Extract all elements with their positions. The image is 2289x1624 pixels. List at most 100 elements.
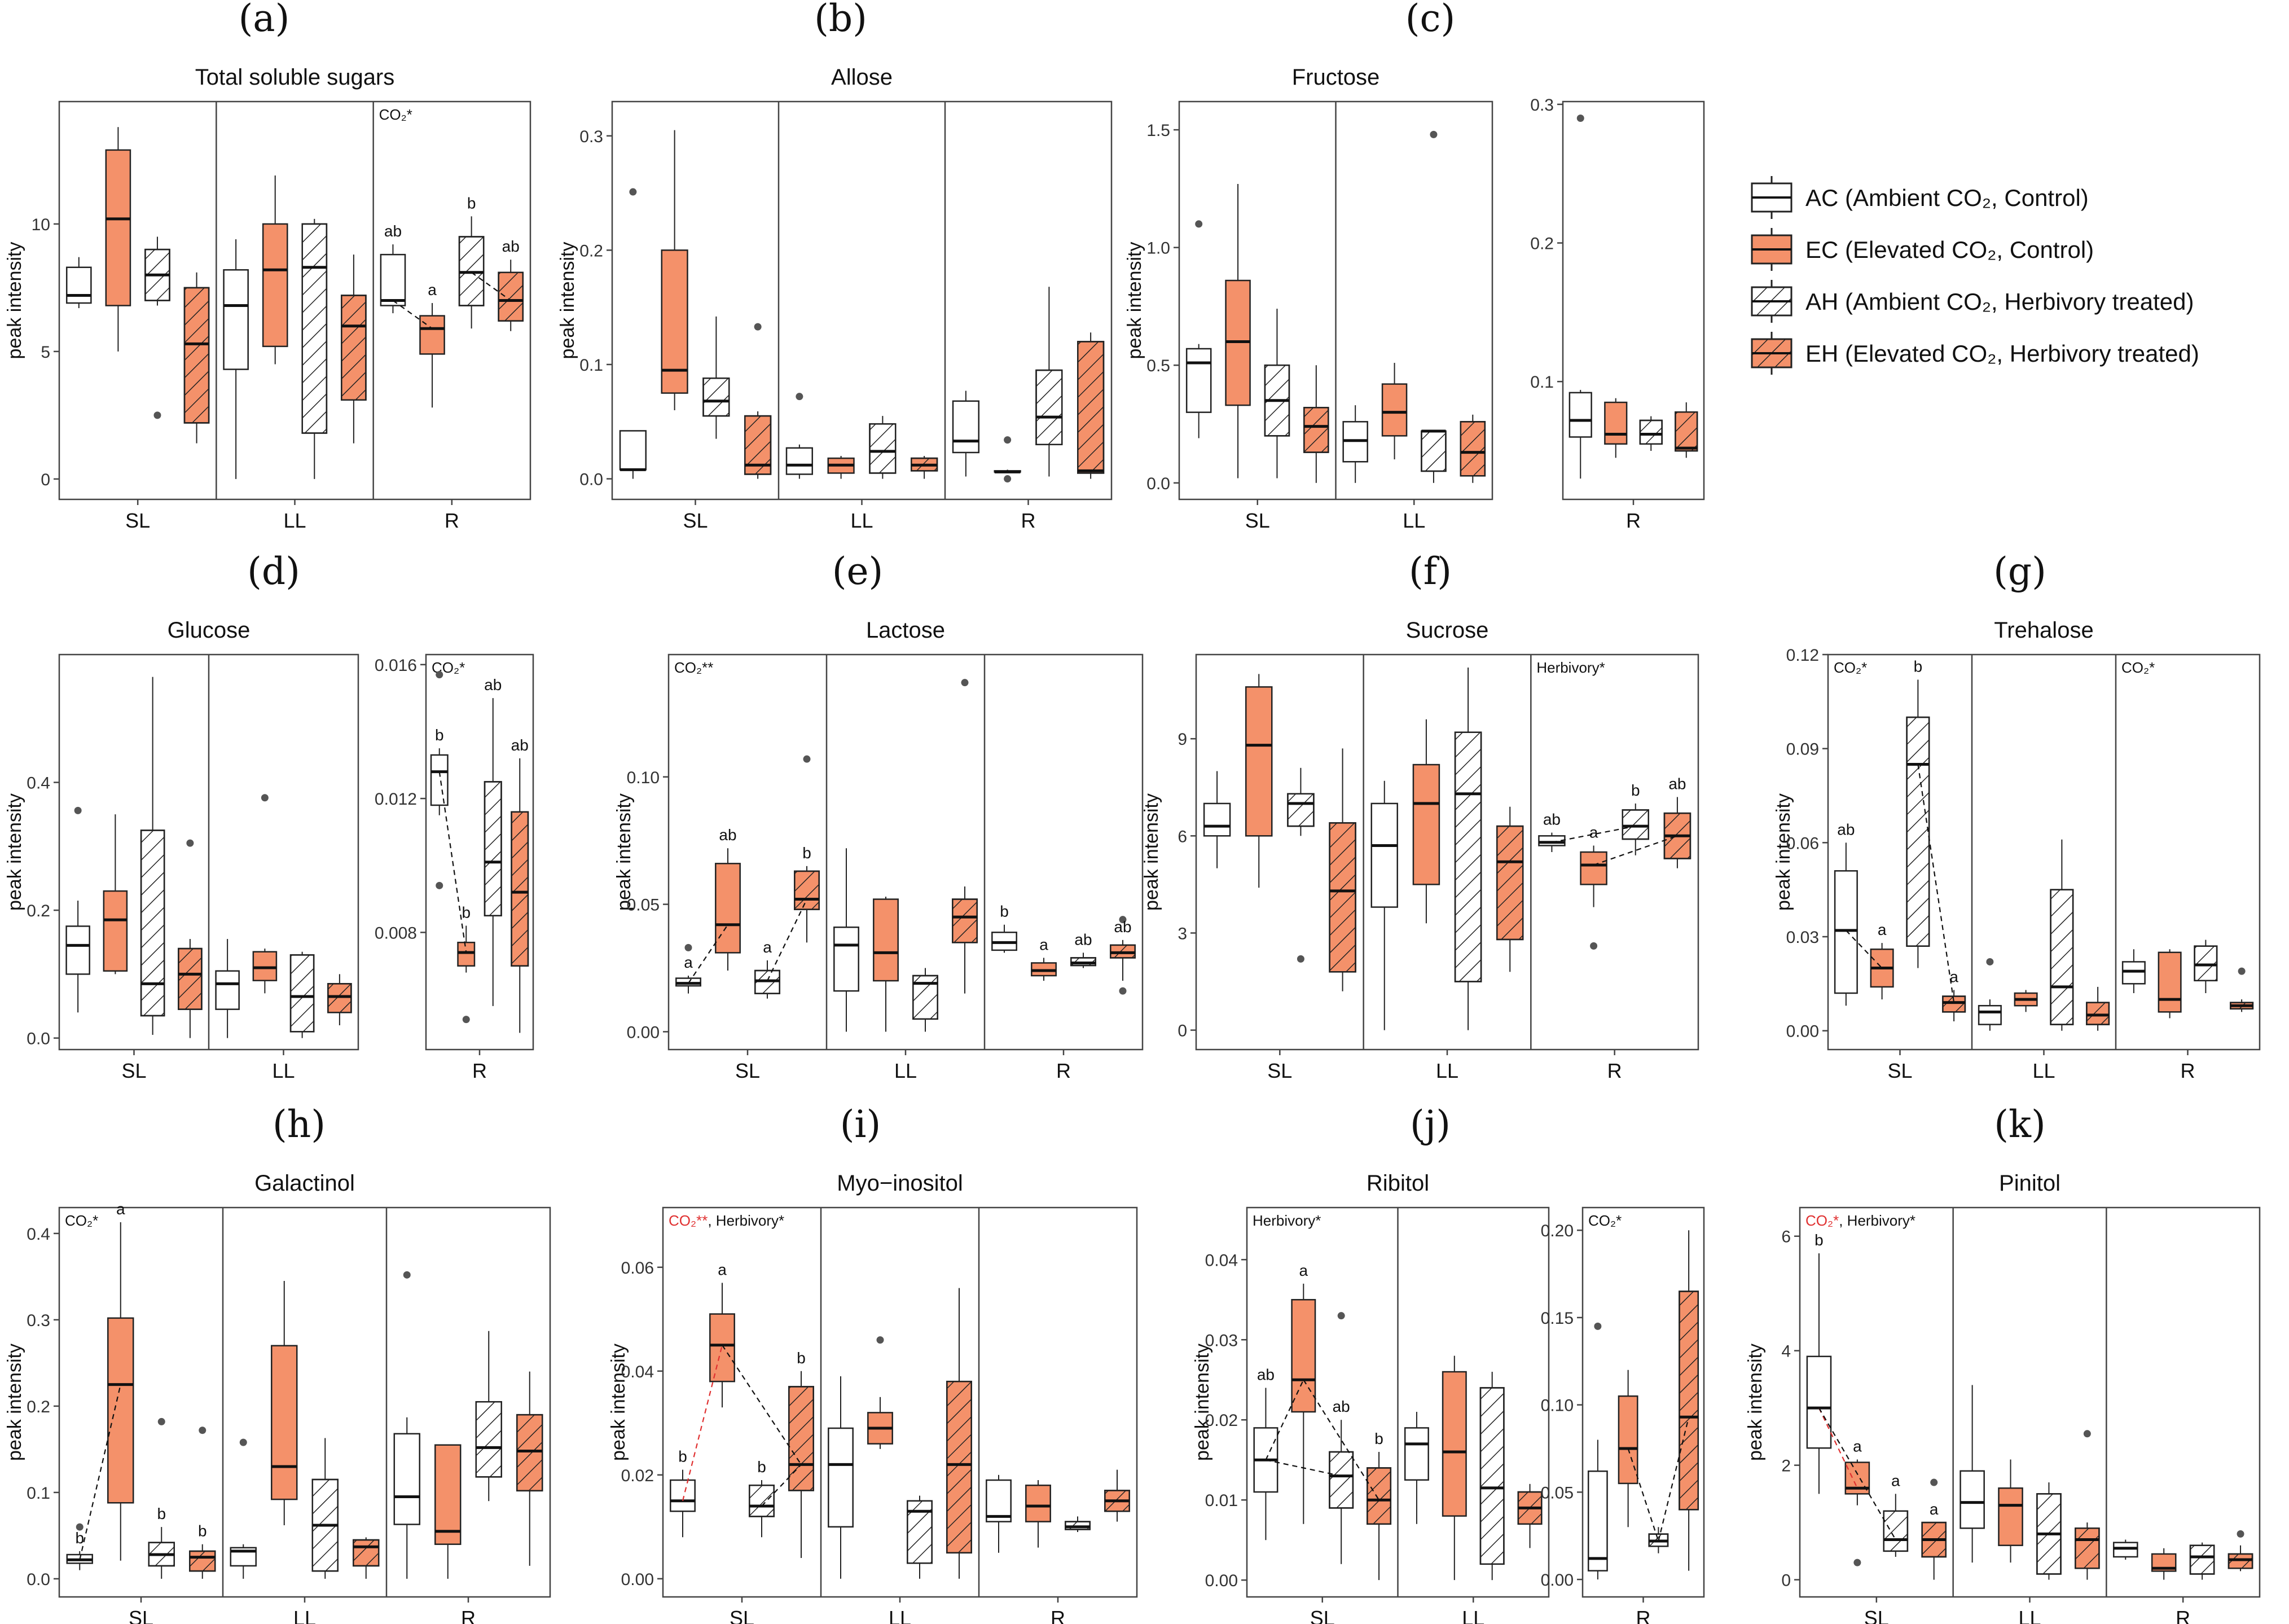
y-tick-label: 0.5 bbox=[1146, 357, 1170, 375]
outlier-point bbox=[1195, 220, 1203, 228]
x-tick-label: R bbox=[461, 1607, 476, 1624]
x-tick-label: R bbox=[1636, 1607, 1651, 1624]
box-hatch bbox=[178, 947, 203, 1010]
chart-panel: (j) Ribitol peak intensity 0.00 0.01 0.02 0.03… bbox=[1192, 1103, 1550, 1624]
box-hatch bbox=[1622, 809, 1649, 840]
box-ec bbox=[1025, 1484, 1051, 1522]
y-tick-label: 0.05 bbox=[1541, 1483, 1574, 1502]
dashed-median-link bbox=[1658, 1417, 1690, 1542]
box-ec bbox=[1291, 1299, 1316, 1413]
letter-label: ab bbox=[1543, 811, 1561, 828]
y-tick-label: 0.04 bbox=[1205, 1251, 1238, 1270]
outlier-point bbox=[684, 943, 692, 951]
outlier-point bbox=[1119, 987, 1127, 995]
dashed-median-link bbox=[1917, 764, 1955, 1003]
dashed-median-link bbox=[1593, 835, 1678, 866]
dashed-median-link bbox=[722, 1345, 802, 1465]
y-tick-label: 0.016 bbox=[375, 656, 417, 675]
box-hatch bbox=[749, 1484, 775, 1517]
box-ac bbox=[670, 1479, 696, 1512]
chart-panel: (c) Fructose peak intensity 0.0 0.5 1.0 1.5 SL L… bbox=[1124, 0, 1493, 532]
box-ac bbox=[1587, 1470, 1608, 1572]
box-ec bbox=[873, 898, 899, 982]
chart-panel: 0.00 0.05 0.10 0.15 0.20 R CO₂* bbox=[1541, 1206, 1705, 1624]
significance-note: CO₂* bbox=[1834, 659, 1867, 676]
significance-note: CO₂* bbox=[379, 106, 412, 123]
box-hatch bbox=[952, 898, 978, 943]
box-hatch bbox=[2050, 889, 2074, 1025]
y-tick-label: 0.00 bbox=[621, 1570, 654, 1589]
y-tick-label: 0.02 bbox=[621, 1467, 654, 1485]
y-tick-label: 1.0 bbox=[1146, 239, 1170, 258]
box-hatch bbox=[183, 287, 210, 424]
chart-title: Trehalose bbox=[1994, 618, 2093, 643]
y-axis-label: peak intensity bbox=[613, 793, 635, 911]
chart-title: Sucrose bbox=[1406, 618, 1489, 643]
significance-note: CO₂* bbox=[65, 1212, 98, 1229]
box-ac bbox=[223, 269, 249, 370]
chart-title: Allose bbox=[831, 65, 893, 90]
box-hatch bbox=[140, 829, 165, 1017]
y-tick-label: 0.00 bbox=[1205, 1572, 1238, 1590]
box-hatch bbox=[516, 1414, 543, 1492]
box-hatch bbox=[1479, 1387, 1505, 1565]
y-tick-label: 0 bbox=[41, 471, 50, 489]
box-hatch bbox=[869, 423, 897, 474]
box-ec bbox=[709, 1313, 735, 1382]
y-tick-label: 0.06 bbox=[621, 1259, 654, 1278]
y-tick-label: 0.12 bbox=[1786, 646, 1819, 665]
chart-panel: (i) Myo−inositol peak intensity 0.00 0.02 0.0… bbox=[608, 1103, 1138, 1624]
x-tick-label: R bbox=[2176, 1607, 2190, 1624]
chart-panel: (a) Total soluble sugars peak intensity 0 5 1… bbox=[4, 0, 531, 532]
y-tick-label: 0.05 bbox=[627, 896, 660, 915]
dashed-median-link bbox=[1303, 1379, 1379, 1500]
letter-label: a bbox=[718, 1261, 727, 1278]
letter-label: b bbox=[1814, 1231, 1824, 1249]
box-ec bbox=[1580, 851, 1607, 885]
box-ac bbox=[1404, 1427, 1429, 1481]
legend: AC (Ambient CO₂, Control) EC (Elevated CO… bbox=[1751, 176, 2199, 375]
significance-note: CO₂* bbox=[2121, 659, 2155, 676]
box-hatch bbox=[1883, 1510, 1909, 1552]
box-ac bbox=[1203, 802, 1231, 837]
box-ac bbox=[65, 925, 90, 975]
box-ec bbox=[107, 1317, 134, 1504]
y-tick-label: 0.3 bbox=[579, 128, 603, 146]
panel-label: (k) bbox=[1994, 1103, 2046, 1146]
panel-label: (a) bbox=[239, 0, 290, 40]
outlier-point bbox=[1004, 475, 1012, 483]
y-axis-label: peak intensity bbox=[1141, 793, 1162, 911]
outlier-point bbox=[1986, 958, 1994, 965]
x-tick-label: R bbox=[2181, 1059, 2195, 1082]
y-tick-label: 0.0 bbox=[27, 1570, 50, 1589]
box-ec bbox=[1381, 383, 1408, 437]
y-axis-label: peak intensity bbox=[4, 242, 25, 359]
box-hatch bbox=[2075, 1527, 2100, 1569]
chart-title: Glucose bbox=[168, 618, 251, 643]
box-hatch bbox=[1460, 421, 1486, 477]
letter-label: ab bbox=[1074, 930, 1092, 948]
y-tick-label: 0.0 bbox=[1146, 475, 1170, 493]
box-ac bbox=[828, 1427, 854, 1528]
y-tick-label: 0.3 bbox=[27, 1311, 50, 1330]
x-tick-label: LL bbox=[1436, 1059, 1458, 1082]
box-hatch bbox=[1906, 716, 1930, 947]
chart-panel: (k) Pinitol peak intensity 0 2 4 6 SL CO₂*, Herb… bbox=[1745, 1103, 2261, 1624]
x-tick-label: LL bbox=[850, 509, 873, 532]
plot-frame bbox=[667, 653, 1144, 1051]
chart-title: Fructose bbox=[1292, 65, 1380, 90]
letter-label: ab bbox=[502, 238, 520, 255]
box-hatch bbox=[1329, 822, 1356, 973]
box-hatch bbox=[1329, 1451, 1354, 1509]
box-ac bbox=[785, 447, 813, 475]
chart-title: Ribitol bbox=[1367, 1171, 1429, 1196]
box-hatch bbox=[353, 1539, 380, 1567]
outlier-point bbox=[876, 1336, 884, 1344]
box-hatch bbox=[1942, 995, 1966, 1013]
y-axis-label: peak intensity bbox=[1745, 1344, 1766, 1461]
outlier-point bbox=[1119, 916, 1127, 924]
letter-label: a bbox=[428, 281, 437, 299]
letter-label: ab bbox=[384, 222, 402, 240]
letter-label: a bbox=[1878, 921, 1887, 938]
y-tick-label: 5 bbox=[41, 343, 50, 362]
